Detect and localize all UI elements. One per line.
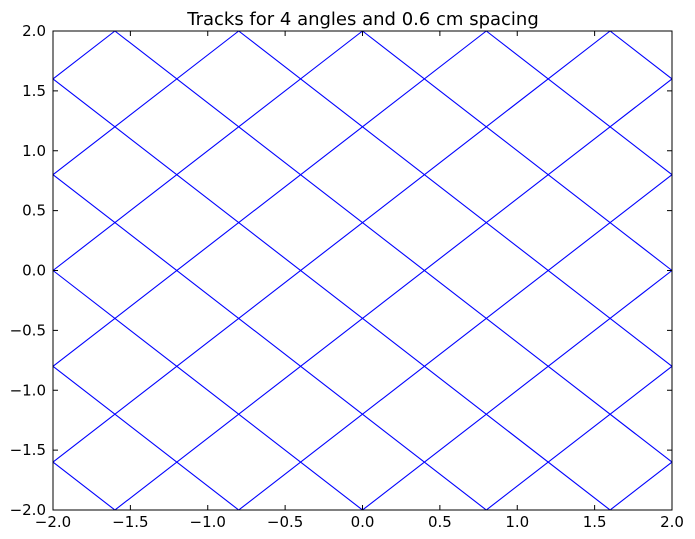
track-line-5 xyxy=(52,30,611,463)
track-line-20 xyxy=(52,461,116,511)
track-line-18 xyxy=(52,270,363,511)
x-tick-label: −1.5 xyxy=(112,513,148,531)
track-line-8 xyxy=(362,270,673,511)
track-line-15 xyxy=(609,30,673,80)
track-line-10 xyxy=(609,461,673,511)
y-tick-label: 1.5 xyxy=(22,82,46,100)
x-tick-label: 1.5 xyxy=(583,513,607,531)
chart-title: Tracks for 4 angles and 0.6 cm spacing xyxy=(186,9,539,30)
track-line-13 xyxy=(362,30,673,271)
ticks-layer: −2.0 −1.5 −1.0 −0.5 0.0 0.5 1.0 1.5 2.0 2.0 1.5 1.0… xyxy=(10,22,684,531)
track-line-7 xyxy=(238,174,673,511)
track-line-3 xyxy=(52,30,363,271)
track-line-17 xyxy=(52,174,487,511)
x-tick-label: −2.0 xyxy=(35,513,71,531)
y-tick-label: −2.0 xyxy=(10,501,46,519)
y-tick-label: 2.0 xyxy=(22,22,46,40)
track-line-6 xyxy=(114,78,673,511)
y-tick-label: −1.0 xyxy=(10,381,46,399)
y-tick-label: 1.0 xyxy=(22,142,46,160)
x-tick-label: 0.5 xyxy=(428,513,452,531)
track-line-9 xyxy=(485,365,673,511)
tracks-layer xyxy=(52,30,673,511)
track-line-11 xyxy=(114,30,673,463)
track-line-1 xyxy=(52,30,116,80)
x-tick-label: −0.5 xyxy=(267,513,303,531)
x-tick-label: 2.0 xyxy=(660,513,684,531)
x-tick-label: 0.0 xyxy=(351,513,375,531)
y-tick-label: −0.5 xyxy=(10,321,46,339)
track-line-14 xyxy=(485,30,673,176)
y-tick-label: −1.5 xyxy=(10,441,46,459)
y-tick-label: 0.0 xyxy=(22,262,46,280)
track-line-12 xyxy=(238,30,673,367)
track-line-2 xyxy=(52,30,240,176)
track-line-16 xyxy=(52,78,611,511)
x-tick-label: 1.0 xyxy=(505,513,529,531)
y-tick-label: 0.5 xyxy=(22,202,46,220)
x-tick-label: −1.0 xyxy=(190,513,226,531)
track-line-19 xyxy=(52,365,240,511)
track-line-4 xyxy=(52,30,487,367)
